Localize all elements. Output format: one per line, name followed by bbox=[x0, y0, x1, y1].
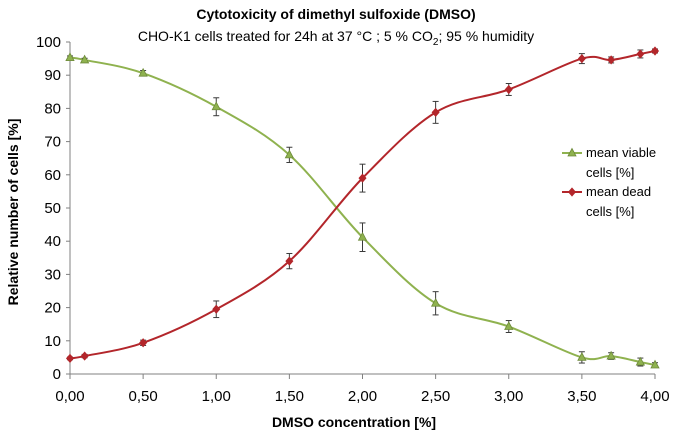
legend-label-dead: cells [%] bbox=[586, 204, 634, 219]
dead-point-marker bbox=[636, 49, 645, 59]
viable-point-marker bbox=[65, 52, 75, 62]
viable-point-marker bbox=[504, 321, 514, 330]
subtitle-main: CHO-K1 cells treated for 24h at 37 °C ; … bbox=[138, 28, 433, 44]
dead-point-marker bbox=[431, 107, 440, 117]
dead-point-marker bbox=[358, 173, 367, 183]
viable-series-line bbox=[69, 56, 656, 367]
x-tick-label: 1,50 bbox=[275, 388, 304, 405]
dead-series-line bbox=[69, 49, 656, 360]
x-tick-labels: 0,00 0,50 1,00 1,50 2,00 2,50 3,00 3,50 4,00 bbox=[55, 388, 669, 405]
dead-point-marker bbox=[65, 353, 75, 364]
y-tick-label: 100 bbox=[36, 34, 61, 51]
x-tick-label: 3,00 bbox=[494, 388, 523, 405]
y-axis-label: Relative number of cells [%] bbox=[5, 119, 21, 306]
dead-point-marker bbox=[80, 351, 89, 361]
y-tick-label: 70 bbox=[44, 134, 61, 151]
y-tick-label: 10 bbox=[44, 333, 61, 350]
dead-point-marker bbox=[504, 84, 513, 95]
subtitle-subscript: 2 bbox=[433, 37, 439, 48]
x-tick-label: 2,50 bbox=[421, 388, 450, 405]
y-tick-labels: 0 10 20 30 40 50 60 70 80 90 100 bbox=[36, 34, 61, 383]
legend-label-viable: cells [%] bbox=[586, 165, 634, 180]
series-layer bbox=[65, 46, 660, 369]
x-axis-label: DMSO concentration [%] bbox=[272, 414, 436, 430]
y-tick-label: 50 bbox=[44, 200, 61, 217]
viable-point-marker bbox=[650, 359, 660, 369]
dead-point-marker bbox=[139, 338, 148, 348]
legend-label-dead: mean dead bbox=[586, 184, 651, 199]
viable-point-marker bbox=[211, 101, 221, 111]
dead-point-marker bbox=[212, 304, 221, 314]
viable-point-marker bbox=[357, 231, 368, 241]
y-tick-label: 30 bbox=[44, 266, 61, 283]
y-tick-label: 40 bbox=[44, 233, 61, 250]
y-tick-label: 20 bbox=[44, 300, 61, 317]
viable-series bbox=[65, 52, 660, 369]
dead-point-marker bbox=[577, 53, 586, 64]
viable-point-marker bbox=[284, 149, 295, 159]
viable-point-marker bbox=[79, 54, 90, 64]
x-tick-label: 4,00 bbox=[640, 388, 669, 405]
x-tick-label: 0,50 bbox=[129, 388, 158, 405]
dead-point-marker bbox=[607, 55, 616, 65]
axes bbox=[66, 41, 656, 379]
legend-label-viable: mean viable bbox=[586, 145, 656, 160]
dead-series bbox=[65, 46, 660, 364]
y-tick-label: 80 bbox=[44, 100, 61, 117]
x-tick-label: 3,50 bbox=[567, 388, 596, 405]
x-tick-label: 2,00 bbox=[348, 388, 377, 405]
x-tick-label: 0,00 bbox=[55, 388, 84, 405]
y-tick-label: 60 bbox=[44, 167, 61, 184]
viable-point-marker bbox=[606, 350, 616, 360]
viable-point-marker bbox=[430, 297, 441, 307]
viable-point-marker bbox=[635, 356, 646, 366]
subtitle-tail: ; 95 % humidity bbox=[438, 28, 534, 44]
viable-point-marker bbox=[567, 147, 577, 157]
dead-point-marker bbox=[650, 46, 660, 56]
dead-point-marker bbox=[567, 187, 577, 197]
y-tick-label: 0 bbox=[53, 366, 61, 383]
viable-point-marker bbox=[577, 352, 587, 361]
viable-point-marker bbox=[138, 67, 148, 77]
chart-subtitle: CHO-K1 cells treated for 24h at 37 °C ; … bbox=[138, 28, 534, 48]
x-tick-label: 1,00 bbox=[202, 388, 231, 405]
chart-title: Cytotoxicity of dimethyl sulfoxide (DMSO… bbox=[196, 6, 475, 22]
legend: mean viable cells [%] mean dead cells [%] bbox=[562, 145, 656, 219]
y-tick-label: 90 bbox=[44, 67, 61, 84]
dead-point-marker bbox=[285, 256, 294, 266]
